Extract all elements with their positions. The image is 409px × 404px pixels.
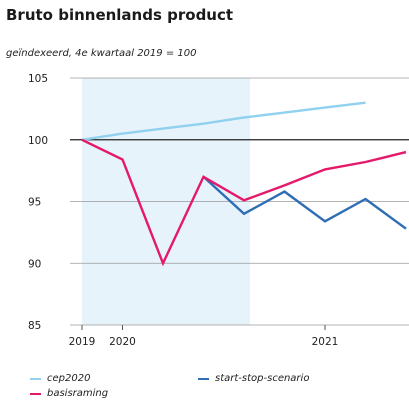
series-line-basisraming <box>81 138 407 267</box>
gridlines <box>70 77 409 326</box>
y-tick-105: 105 <box>28 73 48 85</box>
y-tick-labels: 85 90 95 100 105 <box>28 73 48 332</box>
legend-item-basisraming: basisraming <box>30 388 108 399</box>
series-line-cep2020 <box>81 101 366 141</box>
y-tick-90: 90 <box>28 258 41 270</box>
series-lines <box>81 101 407 267</box>
x-tick-2021: 2021 <box>312 336 339 348</box>
legend-swatch-basisraming <box>30 392 41 395</box>
legend-label-start-stop: start-stop-scenario <box>215 373 310 384</box>
x-tick-2020: 2020 <box>109 336 136 348</box>
chart-subtitle: geïndexeerd, 4e kwartaal 2019 = 100 <box>6 48 197 59</box>
y-tick-85: 85 <box>28 320 41 332</box>
legend-item-start-stop: start-stop-scenario <box>198 373 309 384</box>
legend-label-cep2020: cep2020 <box>47 373 91 384</box>
y-tick-95: 95 <box>28 197 41 209</box>
legend-swatch-cep2020 <box>30 377 41 380</box>
legend-label-basisraming: basisraming <box>47 388 109 399</box>
series-line-start-stop-scenario <box>202 175 407 230</box>
x-tick-2019: 2019 <box>69 336 96 348</box>
legend-item-cep2020: cep2020 <box>30 373 90 384</box>
chart-title: Bruto binnenlands product <box>6 6 234 24</box>
x-tick-labels: 2019 2020 2021 <box>69 325 339 348</box>
legend-swatch-start-stop <box>198 377 209 380</box>
y-tick-100: 100 <box>28 135 48 147</box>
